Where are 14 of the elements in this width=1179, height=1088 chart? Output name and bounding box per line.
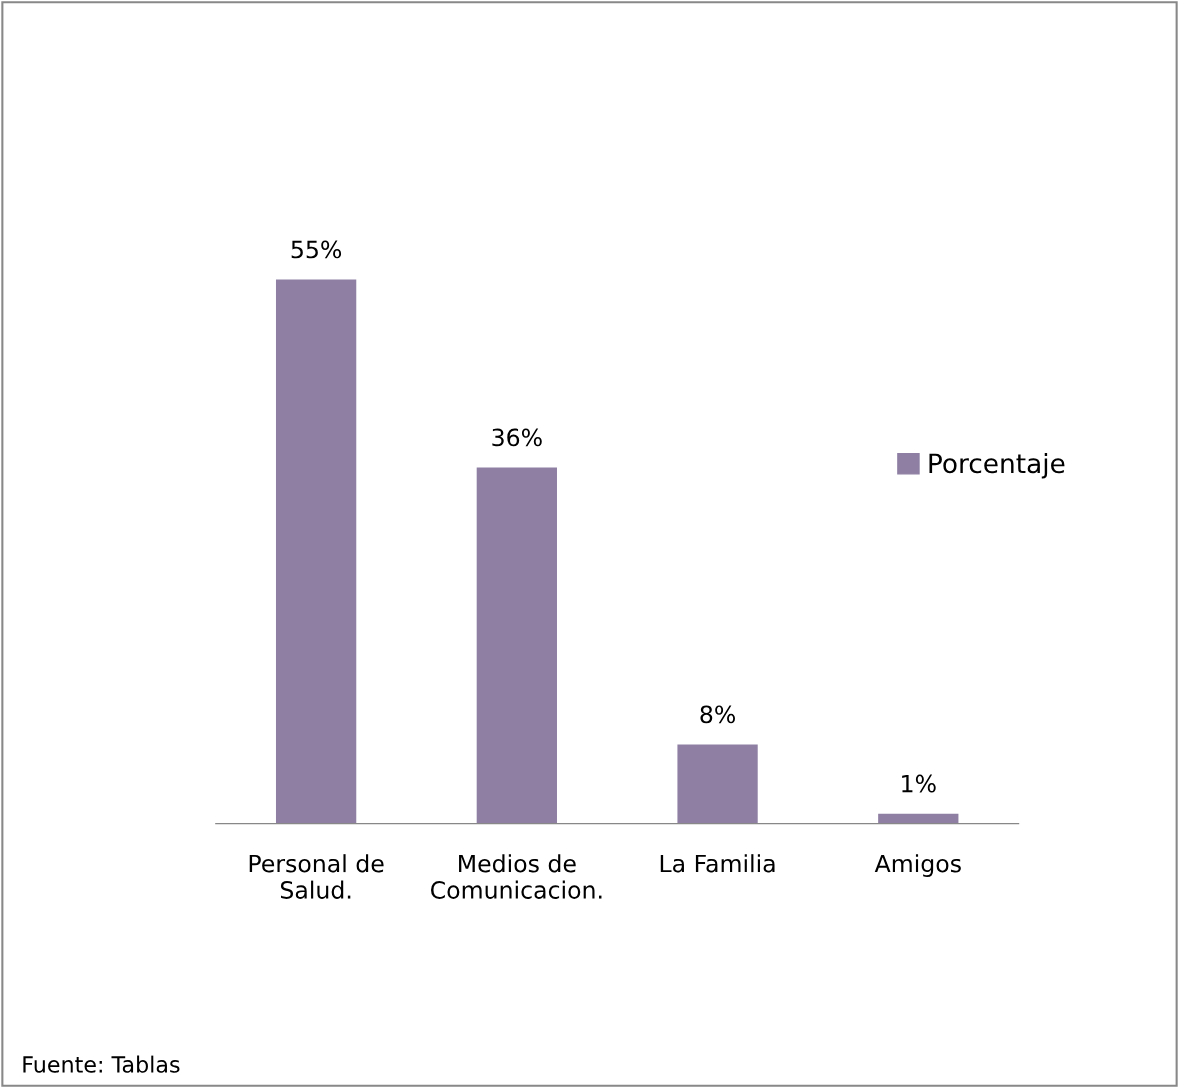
source-note: Fuente: Tablas <box>23 1055 180 1073</box>
data-label: 1% <box>902 774 936 793</box>
data-label: 36% <box>492 428 542 447</box>
x-tick-label: Amigos <box>874 854 961 878</box>
legend-label: Porcentaje <box>929 452 1065 479</box>
x-tick-label: La Familia <box>660 854 775 873</box>
x-tick-label: Personal de Salud. <box>249 854 384 899</box>
data-label: 8% <box>700 705 735 724</box>
x-tick-label: Medios de Comunicacion. <box>431 854 602 899</box>
bar <box>677 744 758 824</box>
data-label: 55% <box>291 240 342 259</box>
bar <box>878 813 959 824</box>
bar <box>476 467 557 824</box>
bar <box>275 279 357 824</box>
